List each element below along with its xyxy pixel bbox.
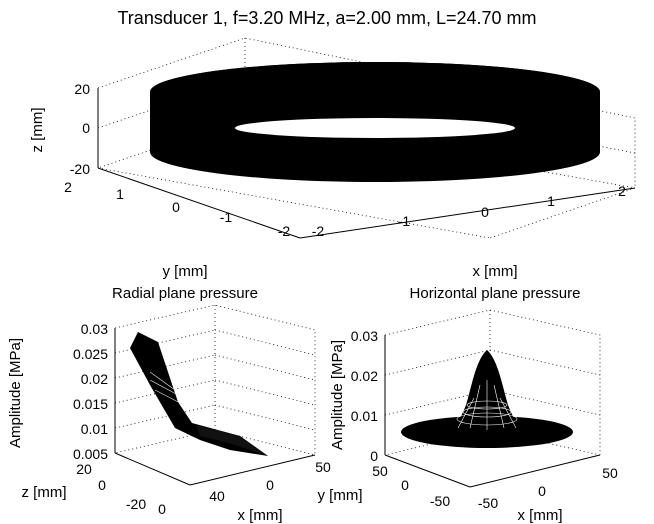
horizontal-y-tick: 0 — [401, 477, 409, 493]
horizontal-y-label: y [mm] — [318, 487, 363, 504]
top-x-tick: 0 — [481, 204, 489, 220]
figure-title: Transducer 1, f=3.20 MHz, a=2.00 mm, L=2… — [117, 8, 536, 28]
horizontal-x-label: x [mm] — [518, 507, 563, 524]
top-y-tick: -2 — [278, 223, 291, 239]
radial-amp-tick: 0.025 — [73, 346, 108, 362]
radial-x-label: x [mm] — [238, 507, 283, 524]
top-back-grid — [97, 37, 636, 188]
horizontal-x-tick: 50 — [602, 465, 618, 481]
radial-amp-tick: 0.03 — [81, 321, 108, 337]
radial-z-label: z [mm] — [22, 484, 67, 501]
top-plot: Transducer 1, f=3.20 MHz, a=2.00 mm, L=2… — [29, 8, 636, 239]
top-z-tick: 0 — [82, 120, 90, 136]
radial-x-tick: 50 — [315, 459, 331, 475]
horizontal-amp-tick: 0.01 — [351, 408, 378, 424]
horizontal-y-tick: 50 — [372, 463, 388, 479]
horizontal-y-tick: -50 — [430, 493, 450, 509]
radial-amp-tick: 0.01 — [81, 421, 108, 437]
horizontal-x-tick: 0 — [538, 483, 546, 499]
radial-z-tick: 0 — [98, 477, 106, 493]
top-z-tick: -20 — [70, 161, 90, 177]
horizontal-x-tick: -50 — [478, 495, 498, 511]
horizontal-title: Horizontal plane pressure — [410, 285, 581, 302]
top-z-label: z [mm] — [29, 108, 46, 153]
radial-x-tick: 0 — [266, 477, 274, 493]
top-z-tick: 20 — [74, 81, 90, 97]
radial-plane-plot: Radial plane pressure 0.03 0.025 0.02 0.… — [7, 285, 331, 524]
top-y-tick: 2 — [64, 179, 72, 195]
top-y-tick: -1 — [220, 209, 233, 225]
top-x-tick: -2 — [312, 223, 325, 239]
radial-title: Radial plane pressure — [112, 285, 258, 302]
radial-amp-tick: 0.015 — [73, 396, 108, 412]
horizontal-amp-tick: 0.02 — [351, 368, 378, 384]
radial-amp-tick: 0.005 — [73, 446, 108, 462]
top-y-caption: y [mm] — [163, 263, 208, 280]
horizontal-pressure-surface — [401, 350, 573, 448]
horizontal-amp-tick: 0.03 — [351, 328, 378, 344]
radial-amp-label: Amplitude [MPa] — [7, 338, 24, 448]
radial-pressure-surface — [130, 332, 268, 456]
horizontal-amp-tick: 0 — [370, 448, 378, 464]
radial-z-tick: 20 — [76, 461, 92, 477]
top-x-caption: x [mm] — [473, 263, 518, 280]
radial-amp-tick: 0.02 — [81, 371, 108, 387]
top-y-tick: 1 — [116, 186, 124, 202]
horizontal-amp-label: Amplitude [MPa] — [329, 340, 346, 450]
horizontal-plane-plot: Horizontal plane pressure — [318, 285, 618, 524]
top-x-tick: -1 — [398, 213, 411, 229]
top-x-tick: 2 — [618, 183, 626, 199]
top-y-tick: 0 — [172, 199, 180, 215]
radial-x-tick: 0 — [158, 501, 166, 517]
radial-x-tick: 40 — [209, 488, 225, 504]
transducer-ring — [150, 62, 600, 182]
radial-z-tick: -20 — [126, 496, 146, 512]
